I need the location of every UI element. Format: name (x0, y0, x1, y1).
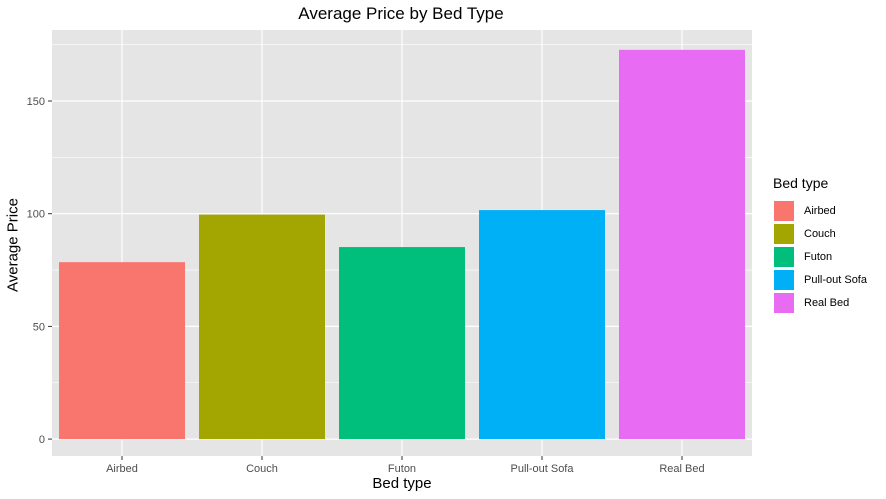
legend-color-key (773, 291, 795, 314)
y-tick-label: 100 (27, 209, 45, 221)
y-tick-label: 0 (39, 434, 45, 446)
bar-couch (199, 214, 325, 440)
legend-color-key (773, 245, 795, 268)
bar-real-bed (619, 49, 745, 440)
legend-label: Couch (804, 227, 836, 240)
bar-futon (339, 247, 465, 440)
y-tick-label: 50 (33, 321, 45, 333)
legend-items: Airbed Couch Futon Pull-out Sofa Real Bed (773, 199, 883, 314)
legend-title: Bed type (773, 175, 829, 191)
chart-title: Average Price by Bed Type (298, 4, 504, 23)
legend-label: Pull-out Sofa (804, 273, 867, 286)
legend-item: Pull-out Sofa (773, 268, 883, 291)
legend: Bed type Airbed Couch Futon Pull-out Sofa Re… (773, 175, 883, 314)
x-tick-label: Futon (388, 463, 416, 475)
legend-label: Real Bed (804, 296, 850, 309)
x-tick-label: Airbed (106, 463, 138, 475)
x-tick-label: Pull-out Sofa (511, 463, 575, 475)
legend-item: Couch (773, 222, 883, 245)
legend-item: Real Bed (773, 291, 883, 314)
legend-color-key (773, 268, 795, 291)
legend-label: Airbed (804, 204, 836, 217)
legend-color-key (773, 199, 795, 222)
legend-item: Futon (773, 245, 883, 268)
bar-pull-out-sofa (479, 210, 605, 440)
x-axis-title: Bed type (372, 475, 432, 492)
legend-label: Futon (804, 250, 833, 263)
x-tick-label: Couch (246, 463, 278, 475)
bar-airbed (59, 262, 185, 440)
y-tick-label: 150 (27, 96, 45, 108)
legend-item: Airbed (773, 199, 883, 222)
y-axis-title: Average Price (4, 198, 22, 292)
x-tick-label: Real Bed (659, 463, 704, 475)
legend-color-key (773, 222, 795, 245)
